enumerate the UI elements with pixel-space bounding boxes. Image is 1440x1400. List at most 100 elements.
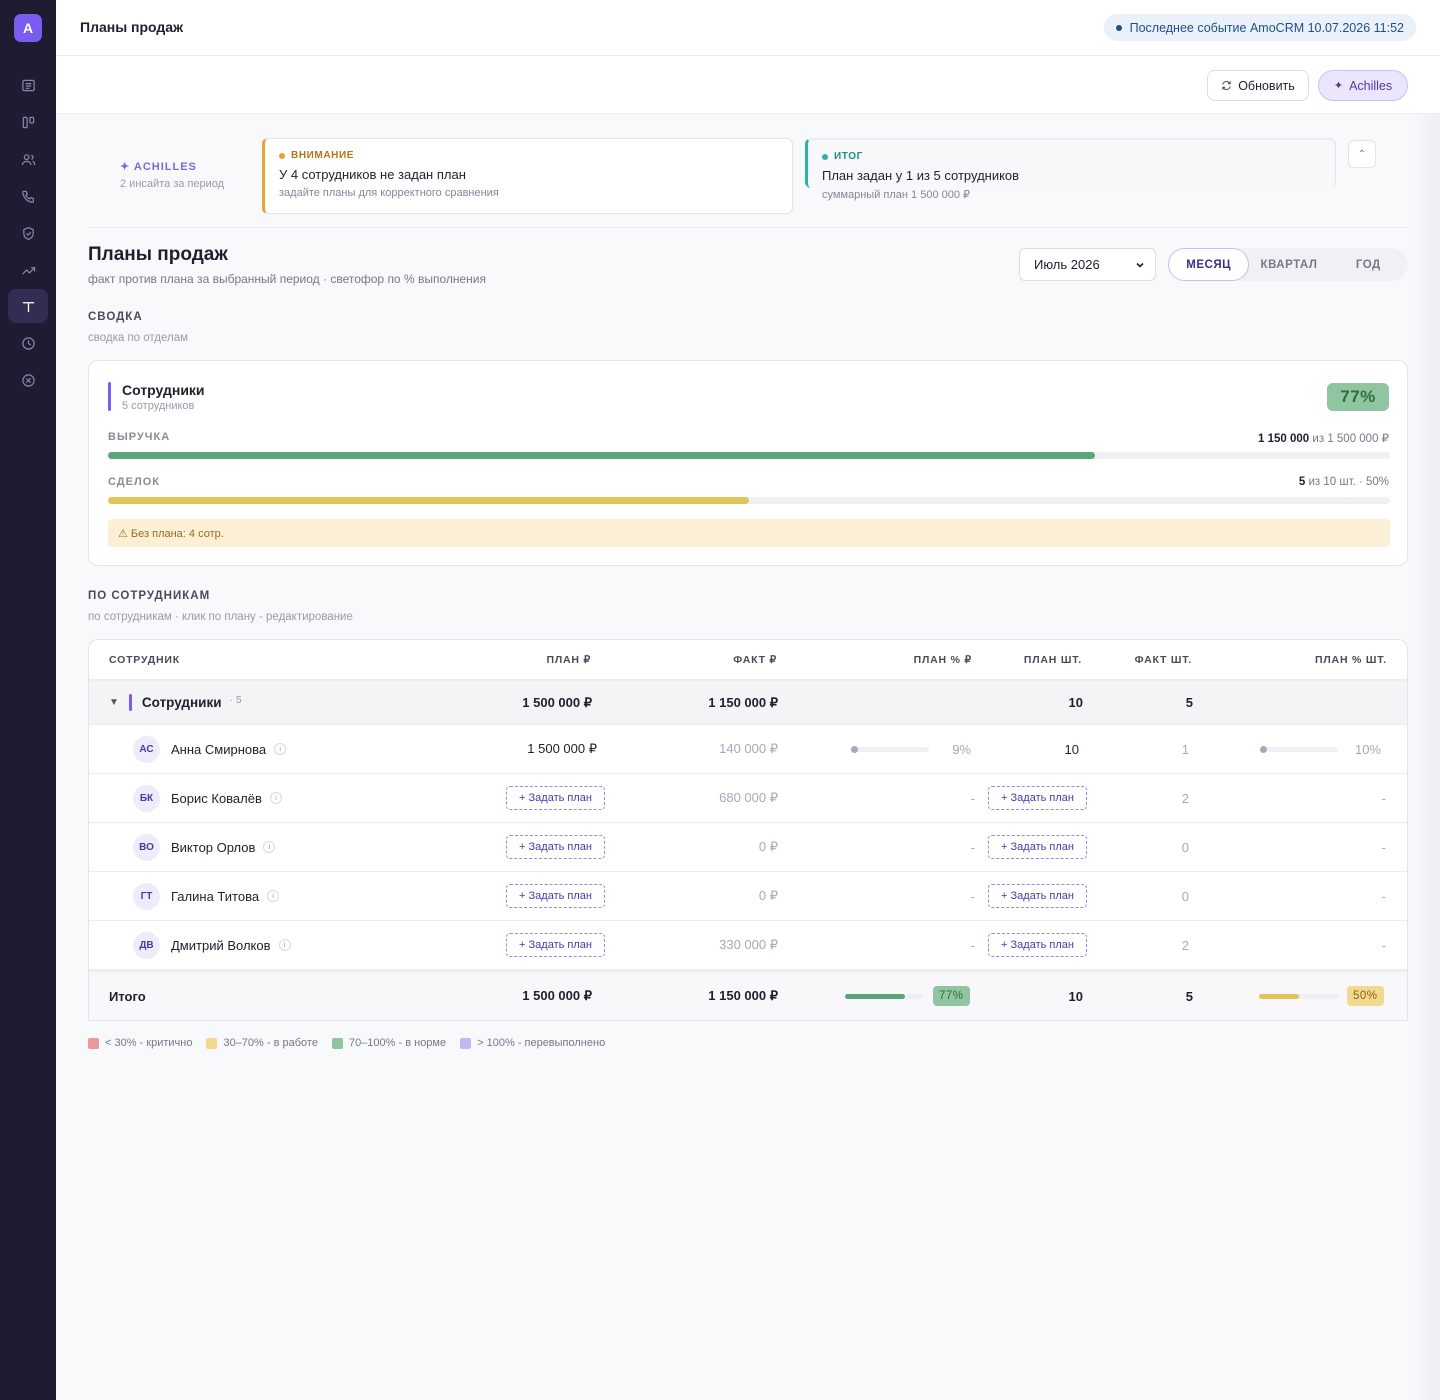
table-row[interactable]: ВО Виктор Орлов i + Задать план 0 ₽ - + За… — [89, 823, 1407, 872]
sparkle-icon: ✦ — [1333, 80, 1344, 92]
employee-cell: ВО Виктор Орлов i — [133, 823, 276, 871]
collapse-triangle-icon[interactable]: ▼ — [109, 697, 119, 708]
tab-year[interactable]: ГОД — [1355, 258, 1381, 271]
set-plan-qty-button[interactable]: + Задать план — [988, 933, 1087, 957]
fact-rub-value: 0 ₽ — [758, 839, 778, 854]
users-icon[interactable] — [8, 142, 48, 176]
collapse-insights-button[interactable]: ⌃ — [1348, 140, 1376, 168]
insight-title: План задан у 1 из 5 сотрудников — [822, 168, 1020, 183]
table-row[interactable]: АС Анна Смирнова i 1 500 000 ₽ 140 000 ₽… — [89, 725, 1407, 774]
phone-icon[interactable] — [8, 179, 48, 213]
deals-plan: из 10 шт. · 50% — [1308, 476, 1389, 488]
tab-quarter[interactable]: КВАРТАЛ — [1260, 258, 1318, 271]
chevron-up-icon: ⌃ — [1357, 148, 1367, 160]
period-tabs: МЕСЯЦ КВАРТАЛ ГОД — [1168, 248, 1408, 281]
employee-cell: ДВ Дмитрий Волков i — [133, 921, 291, 969]
set-plan-rub-cell: + Задать план — [506, 774, 605, 822]
set-plan-qty-button[interactable]: + Задать план — [988, 835, 1087, 859]
group-fact: 1 150 000 ₽ — [708, 694, 778, 710]
kanban-icon[interactable] — [8, 105, 48, 139]
employee-name: Анна Смирнова — [171, 741, 267, 757]
revenue-progress — [108, 452, 1390, 459]
employee-name: Галина Титова — [171, 888, 260, 904]
total-fact: 1 150 000 ₽ — [708, 988, 778, 1003]
info-icon[interactable]: i — [274, 743, 287, 755]
fact-rub-value: 330 000 ₽ — [719, 937, 778, 952]
col-plan-pct-qty[interactable]: ПЛАН % ШТ. — [1315, 653, 1387, 666]
info-icon[interactable]: i — [269, 792, 282, 804]
info-icon[interactable]: i — [267, 890, 280, 902]
set-plan-rub-button[interactable]: + Задать план — [506, 884, 605, 908]
divider — [88, 227, 1408, 228]
set-plan-qty-button[interactable]: + Задать план — [988, 884, 1087, 908]
department-count: 5 сотрудников — [122, 400, 195, 412]
summary-subheading: сводка по отделам — [88, 332, 189, 344]
plan-pct-rub-bar — [851, 725, 929, 773]
achilles-button[interactable]: ✦ Achilles — [1318, 70, 1408, 101]
col-plan-qty[interactable]: ПЛАН ШТ. — [1023, 653, 1082, 666]
set-plan-qty-button[interactable]: + Задать план — [988, 786, 1087, 810]
dot-icon — [822, 153, 828, 160]
no-plan-warning: ⚠ Без плана: 4 сотр. — [108, 519, 1390, 547]
set-plan-rub-button[interactable]: + Задать план — [506, 786, 605, 810]
deals-progress — [108, 497, 1390, 504]
info-icon[interactable]: i — [278, 939, 291, 951]
avatar: БК — [133, 784, 160, 812]
employee-name: Борис Ковалёв — [171, 790, 262, 806]
clock-icon[interactable] — [8, 326, 48, 360]
plan-pct-qty-track — [1260, 745, 1338, 753]
col-employee[interactable]: СОТРУДНИК — [109, 653, 180, 666]
department-name: Сотрудники — [122, 382, 205, 398]
table-row[interactable]: БК Борис Ковалёв i + Задать план 680 000 ₽… — [89, 774, 1407, 823]
refresh-button[interactable]: Обновить — [1207, 70, 1309, 101]
plan-qty-value[interactable]: 10 — [1064, 741, 1079, 757]
chevron-down-icon — [1136, 262, 1144, 268]
legend-text: > 100% - перевыполнено — [477, 1037, 606, 1049]
table-row[interactable]: ДВ Дмитрий Волков i + Задать план 330 000 … — [89, 921, 1407, 970]
legend-swatch — [88, 1037, 99, 1049]
set-plan-qty-cell: + Задать план — [988, 823, 1087, 871]
sparkle-icon: ✦ — [120, 161, 134, 173]
shield-icon[interactable] — [8, 216, 48, 250]
employee-cell: ГТ Галина Титова i — [133, 872, 280, 920]
avatar: ГТ — [133, 882, 160, 910]
achilles-insights-count: 2 инсайта за период — [120, 178, 225, 190]
plan-rub-value[interactable]: 1 500 000 ₽ — [527, 741, 597, 756]
info-icon[interactable]: i — [263, 841, 276, 853]
list-icon[interactable] — [8, 68, 48, 102]
set-plan-rub-button[interactable]: + Задать план — [506, 835, 605, 859]
insight-tag: ВНИМАНИЕ — [279, 150, 778, 161]
trend-icon[interactable] — [8, 253, 48, 287]
plan-icon[interactable] — [8, 289, 48, 323]
insight-card-warning[interactable]: ВНИМАНИЕ У 4 сотрудников не задан план з… — [262, 138, 793, 214]
legend-swatch — [460, 1037, 472, 1049]
col-fact-rub[interactable]: ФАКТ ₽ — [733, 653, 777, 666]
plan-pct-rub-track — [851, 745, 929, 753]
plan-pct-qty-value: - — [1381, 888, 1386, 904]
insight-subtitle: суммарный план 1 500 000 ₽ — [822, 189, 971, 201]
tab-month[interactable]: МЕСЯЦ — [1168, 248, 1250, 281]
insight-card-total[interactable]: ИТОГ План задан у 1 из 5 сотрудников сум… — [805, 138, 1336, 201]
legend-text: < 30% - критично — [105, 1037, 193, 1049]
employees-subheading: по сотрудникам · клик по плану - редакти… — [88, 611, 353, 623]
app-logo[interactable]: A — [14, 14, 42, 42]
group-row[interactable]: ▼ Сотрудники · 5 1 500 000 ₽ 1 150 000 ₽… — [89, 681, 1407, 725]
table-header: СОТРУДНИК ПЛАН ₽ ФАКТ ₽ ПЛАН % ₽ ПЛАН ШТ… — [89, 640, 1407, 681]
legend-swatch — [331, 1037, 343, 1049]
table-row[interactable]: ГТ Галина Титова i + Задать план 0 ₽ - + З… — [89, 872, 1407, 921]
set-plan-rub-cell: + Задать план — [506, 872, 605, 920]
group-fact-qty: 5 — [1185, 695, 1193, 710]
total-pct-rub-fill — [845, 993, 906, 999]
close-circle-icon[interactable] — [8, 363, 48, 397]
period-select[interactable]: Июль 2026 — [1019, 248, 1156, 281]
set-plan-qty-cell: + Задать план — [988, 921, 1087, 969]
avatar: АС — [133, 735, 160, 763]
total-pct-qty-track — [1259, 993, 1339, 999]
legend: < 30% - критично 30–70% - в работе 70–10… — [88, 1037, 605, 1049]
col-plan-pct-rub[interactable]: ПЛАН % ₽ — [913, 653, 972, 666]
col-plan-rub[interactable]: ПЛАН ₽ — [546, 653, 591, 666]
col-fact-qty[interactable]: ФАКТ ШТ. — [1134, 653, 1192, 666]
refresh-icon — [1222, 80, 1231, 91]
set-plan-rub-button[interactable]: + Задать план — [506, 933, 605, 957]
deals-label: СДЕЛОК — [108, 476, 160, 488]
